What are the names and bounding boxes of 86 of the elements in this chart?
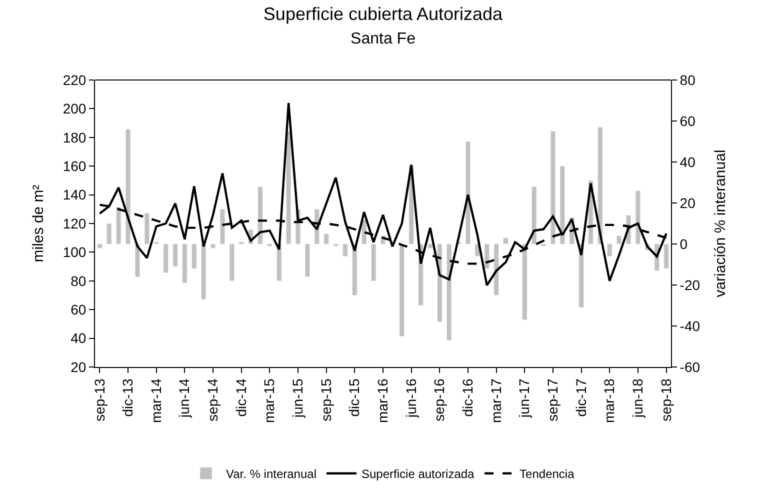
bar — [616, 236, 622, 244]
y2-tick-label: -60 — [680, 358, 700, 375]
y-tick-label: 140 — [62, 186, 86, 203]
x-tick-label: mar-18 — [601, 378, 618, 423]
bar — [200, 244, 206, 300]
legend-label: Tendencia — [520, 467, 575, 482]
x-tick-label: jun-18 — [630, 378, 646, 419]
bar — [172, 244, 178, 267]
bar — [560, 166, 566, 244]
bar — [97, 244, 102, 248]
x-tick-label: sep-16 — [431, 378, 448, 422]
y2-tick-label: 60 — [680, 112, 696, 129]
x-tick-label: sep-14 — [204, 378, 221, 422]
x-tick-label: sep-18 — [658, 378, 674, 422]
bar — [229, 244, 235, 282]
bar — [154, 242, 159, 244]
y2-tick-label: 80 — [680, 72, 696, 88]
bar — [494, 244, 499, 296]
bar — [267, 244, 272, 246]
bar — [324, 234, 329, 244]
chart-title: Superficie cubierta Autorizada — [263, 4, 504, 24]
bar — [531, 186, 537, 244]
x-tick-label: jun-14 — [176, 378, 192, 419]
x-tick-label: dic-16 — [460, 378, 476, 417]
y-tick-label: 160 — [62, 158, 86, 174]
bar — [163, 244, 168, 273]
bar — [210, 244, 216, 248]
bar — [484, 244, 490, 269]
x-tick-label: mar-17 — [488, 378, 504, 423]
y2-axis-title: variación % interanual — [712, 150, 730, 298]
bar — [503, 238, 508, 244]
bar — [540, 244, 546, 246]
x-tick-label: sep-15 — [318, 378, 334, 422]
bar — [550, 131, 556, 244]
x-tick-label: jun-17 — [516, 378, 532, 419]
bar — [106, 223, 112, 244]
bar — [238, 242, 244, 244]
y2-tick-label: -40 — [680, 318, 700, 334]
y2-tick-label: 20 — [680, 194, 696, 211]
y-tick-label: 180 — [62, 129, 86, 146]
bar — [258, 186, 263, 244]
bar — [125, 128, 131, 244]
y-tick-label: 100 — [62, 244, 86, 260]
x-tick-label: dic-14 — [232, 378, 249, 417]
y-tick-label: 200 — [62, 100, 86, 117]
x-tick-label: mar-15 — [261, 378, 278, 423]
bar — [342, 244, 348, 257]
bar — [428, 244, 433, 248]
legend-label: Superficie autorizada — [362, 467, 475, 482]
bar — [192, 244, 197, 269]
bar — [116, 206, 122, 244]
y-tick-label: 60 — [70, 302, 86, 318]
legend-label: Var. % interanual — [226, 467, 316, 482]
chart-subtitle: Santa Fe — [350, 30, 416, 48]
line-series — [98, 102, 668, 286]
bar — [144, 213, 150, 244]
bar — [598, 126, 603, 244]
x-tick-label: jun-16 — [402, 378, 419, 419]
bar — [220, 208, 226, 244]
y-axis-title: miles de m² — [30, 184, 48, 262]
y2-tick-label: 0 — [680, 236, 688, 252]
y2-tick-label: -20 — [680, 276, 700, 293]
bar — [607, 244, 612, 257]
y-tick-label: 20 — [70, 358, 86, 375]
bar — [333, 244, 338, 246]
x-tick-label: jun-15 — [290, 378, 306, 419]
bar — [399, 244, 404, 336]
bar — [286, 131, 292, 244]
y-tick-label: 80 — [70, 272, 86, 289]
x-tick-label: sep-17 — [544, 378, 561, 422]
bar — [304, 244, 310, 278]
x-tick-label: dic-15 — [346, 378, 362, 417]
x-tick-label: mar-14 — [148, 378, 164, 423]
x-tick-label: mar-16 — [374, 378, 391, 423]
x-tick-label: dic-17 — [572, 378, 589, 417]
y-tick-label: 220 — [62, 72, 86, 88]
y2-tick-label: 40 — [680, 154, 696, 170]
bar — [522, 244, 528, 320]
bar — [664, 244, 669, 269]
bar — [370, 244, 376, 282]
bar — [446, 244, 452, 341]
x-tick-label: sep-13 — [91, 378, 108, 422]
y-tick-label: 120 — [62, 215, 86, 232]
bar — [182, 244, 188, 284]
y-tick-label: 40 — [70, 330, 86, 346]
x-tick-label: dic-13 — [120, 378, 136, 417]
